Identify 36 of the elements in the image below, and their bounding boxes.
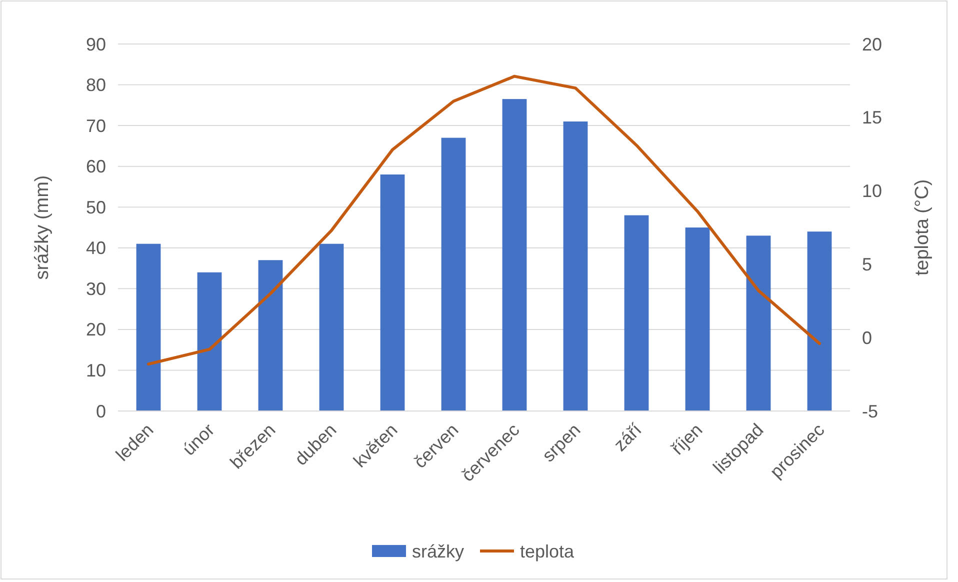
y-tick-label: 80: [86, 75, 106, 96]
y-axis-title: srážky (mm): [32, 175, 53, 280]
y-tick-label: 50: [86, 197, 106, 218]
legend-label: srážky: [412, 541, 464, 562]
y2-tick-label: 0: [862, 328, 872, 348]
bar: [441, 138, 466, 411]
y2-tick-label: 15: [862, 108, 882, 128]
y-tick-label: 90: [86, 34, 106, 54]
y-tick-label: 60: [86, 156, 106, 177]
bar: [624, 215, 649, 411]
bar: [746, 236, 771, 411]
bar: [502, 99, 527, 411]
bar: [563, 121, 588, 411]
legend-label: teplota: [520, 541, 576, 562]
bar: [685, 228, 710, 411]
y2-tick-label: 10: [862, 181, 882, 202]
y-tick-label: 20: [86, 320, 106, 340]
bar: [380, 174, 405, 411]
y-tick-label: 30: [86, 278, 106, 299]
bar: [258, 260, 283, 411]
y2-tick-label: 20: [862, 34, 882, 54]
line-series: [147, 74, 821, 366]
y-tick-label: 70: [86, 116, 106, 136]
bar: [319, 244, 344, 411]
y-tick-label: 0: [96, 401, 106, 422]
x-tick-label: září: [610, 420, 646, 456]
bar: [136, 244, 161, 411]
y2-axis-title: teplota (°C): [912, 179, 933, 276]
bar: [807, 232, 832, 411]
x-tick-label: říjen: [667, 420, 706, 459]
x-tick-label: únor: [178, 420, 218, 460]
y2-tick-label: -5: [862, 401, 878, 422]
bar: [197, 272, 222, 411]
y-tick-label: 40: [86, 238, 106, 258]
y2-tick-label: 5: [862, 254, 872, 274]
y-tick-label: 10: [86, 360, 106, 381]
